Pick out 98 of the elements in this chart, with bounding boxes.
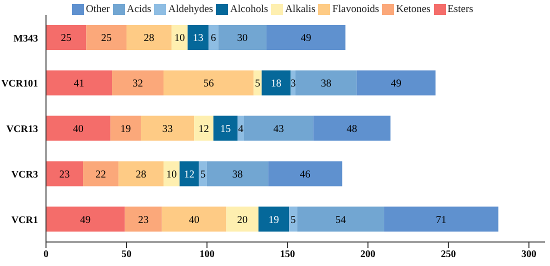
- data-label: 18: [270, 78, 282, 90]
- data-label: 25: [101, 33, 112, 44]
- data-label: 20: [237, 214, 248, 226]
- bar: [180, 161, 199, 186]
- data-label: 56: [203, 78, 214, 90]
- data-label: 10: [174, 33, 185, 44]
- data-label: 41: [74, 78, 84, 90]
- y-tick-label: VCR101: [1, 78, 38, 90]
- x-tick-label: 300: [521, 249, 536, 260]
- bar: [162, 206, 226, 232]
- data-label: 12: [198, 124, 209, 136]
- y-tick-label: VCR3: [11, 169, 38, 180]
- bar: [86, 24, 126, 50]
- data-label: 12: [184, 169, 195, 180]
- data-label: 40: [188, 214, 200, 226]
- bar: [126, 24, 172, 50]
- data-label: 46: [300, 169, 310, 180]
- bar: [46, 70, 112, 96]
- bar: [262, 70, 291, 96]
- x-tick-label: 200: [360, 249, 376, 260]
- data-label: 15: [220, 124, 231, 136]
- legend-label: Acids: [126, 4, 152, 15]
- data-label: 25: [60, 33, 72, 44]
- bar: [258, 206, 290, 232]
- bar: [384, 206, 498, 232]
- legend-label: Other: [84, 4, 110, 15]
- data-label: 49: [390, 78, 402, 90]
- bar: [268, 161, 342, 186]
- data-label: 38: [232, 169, 243, 180]
- data-label: 48: [346, 124, 358, 136]
- bar: [172, 24, 188, 50]
- bar: [356, 70, 436, 96]
- bar: [254, 70, 262, 96]
- bar: [164, 161, 180, 186]
- bar: [118, 161, 164, 186]
- data-label: 13: [192, 33, 204, 44]
- data-label: 54: [335, 214, 347, 226]
- data-label: 23: [59, 169, 70, 180]
- legend-label: Alcohols: [229, 4, 268, 15]
- x-tick-label: 100: [199, 249, 214, 260]
- data-label: 32: [132, 78, 143, 90]
- data-label: 43: [273, 124, 284, 136]
- data-label: 6: [210, 33, 216, 44]
- x-tick-label: 50: [121, 249, 132, 260]
- bar: [124, 206, 162, 232]
- bar: [188, 24, 209, 50]
- bar: [46, 24, 86, 50]
- data-label: 4: [238, 124, 244, 136]
- bar: [46, 116, 110, 141]
- x-tick-label: 0: [44, 249, 48, 260]
- data-label: 3: [290, 78, 296, 90]
- data-label: 22: [95, 169, 106, 180]
- bar: [46, 206, 125, 232]
- data-label: 28: [136, 169, 146, 180]
- bar: [297, 206, 384, 232]
- bar: [226, 206, 258, 232]
- data-label: 40: [72, 124, 84, 136]
- data-label: 10: [166, 169, 177, 180]
- bar: [213, 116, 238, 141]
- legend-label: Alkalis: [284, 4, 316, 15]
- data-label: 33: [162, 124, 173, 136]
- data-label: 5: [200, 169, 206, 180]
- bar: [110, 116, 141, 141]
- bar: [112, 70, 164, 96]
- bar: [206, 161, 268, 186]
- data-label: 5: [290, 214, 296, 226]
- bar: [140, 116, 194, 141]
- data-label: 23: [138, 214, 149, 226]
- bar: [83, 161, 118, 186]
- bar: [313, 116, 390, 141]
- y-tick-label: VCR1: [11, 214, 38, 226]
- bar: [238, 116, 244, 141]
- legend-label: Esters: [446, 4, 474, 15]
- data-label: 71: [436, 214, 446, 226]
- bar: [164, 70, 254, 96]
- data-label: 19: [268, 214, 280, 226]
- bar: [289, 206, 298, 232]
- data-label: 19: [120, 124, 131, 136]
- x-tick-label: 150: [280, 249, 295, 260]
- bar: [266, 24, 346, 50]
- data-label: 38: [320, 78, 332, 90]
- legend-label: Ketones: [395, 4, 431, 15]
- legend-label: Aldehydes: [167, 4, 214, 15]
- data-label: 49: [300, 33, 312, 44]
- bar: [46, 161, 84, 186]
- data-label: 30: [237, 33, 248, 44]
- bar: [198, 161, 207, 186]
- bar: [194, 116, 214, 141]
- bar: [218, 24, 267, 50]
- bar: [244, 116, 314, 141]
- x-tick-label: 250: [440, 249, 456, 260]
- data-label: 5: [255, 78, 260, 90]
- bar: [296, 70, 357, 96]
- y-tick-label: VCR13: [6, 124, 38, 136]
- data-label: 28: [144, 33, 154, 44]
- data-label: 49: [80, 214, 91, 226]
- legend-label: Flavonoids: [331, 4, 380, 15]
- y-tick-label: M343: [14, 33, 38, 44]
